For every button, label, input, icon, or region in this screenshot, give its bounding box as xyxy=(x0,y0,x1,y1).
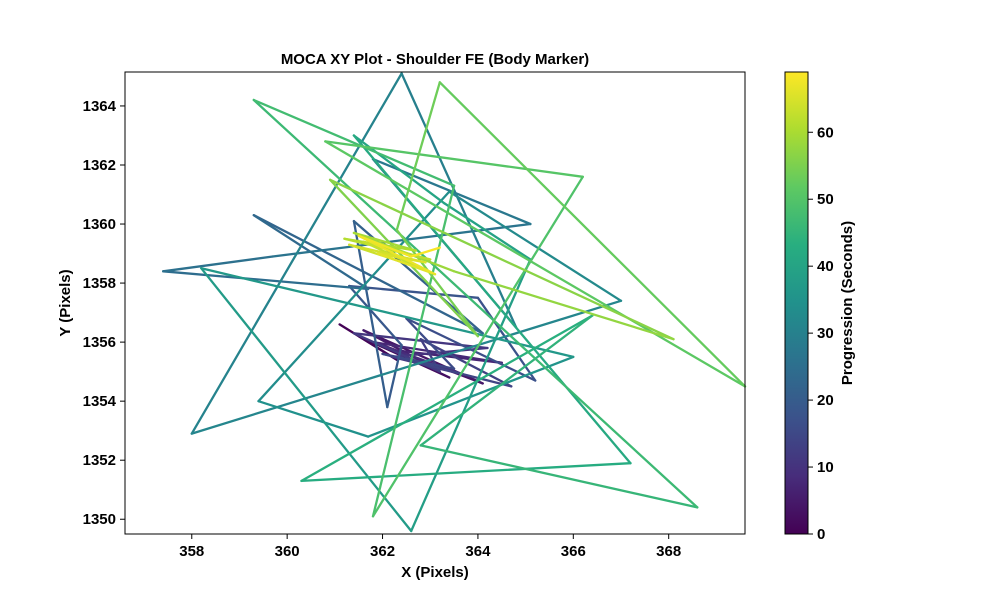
colorbar-tick-label: 50 xyxy=(817,191,834,208)
y-tick-label: 1352 xyxy=(83,452,116,469)
trajectory-segment xyxy=(395,228,480,338)
colorbar-label: Progression (Seconds) xyxy=(839,221,856,385)
y-tick-label: 1350 xyxy=(83,511,116,528)
plot-frame xyxy=(124,71,746,535)
colorbar-tick-label: 30 xyxy=(817,325,834,342)
trajectory-segment xyxy=(357,234,437,276)
trajectory-segment xyxy=(252,98,699,509)
trajectory-segment xyxy=(162,255,274,273)
chart-title: MOCA XY Plot - Shoulder FE (Body Marker) xyxy=(281,51,589,68)
x-tick-label: 358 xyxy=(179,543,204,560)
trajectory-segment xyxy=(381,352,456,370)
trajectory-segment xyxy=(419,444,699,509)
colorbar-tick-label: 0 xyxy=(817,526,825,543)
trajectory-segment xyxy=(386,343,403,409)
trajectory-segment xyxy=(352,231,418,252)
trajectory-segment xyxy=(357,234,413,258)
trajectory-segment xyxy=(257,190,451,403)
trajectory-segment xyxy=(410,258,532,533)
trajectory-segment xyxy=(257,400,370,438)
trajectory-segment xyxy=(405,317,537,382)
trajectory-segment xyxy=(371,184,456,518)
y-axis-label: Y (Pixels) xyxy=(57,269,74,336)
y-tick-label: 1364 xyxy=(83,98,117,115)
colorbar-tick-label: 40 xyxy=(817,258,834,275)
x-axis: 358 360 362 364 366 368 xyxy=(179,534,681,560)
x-tick-label: 366 xyxy=(561,543,586,560)
trajectory-segment xyxy=(300,462,632,483)
colorbar-frame xyxy=(784,71,809,535)
trajectory-segment xyxy=(190,72,403,435)
y-tick-label: 1356 xyxy=(83,334,116,351)
trajectory-segment xyxy=(271,222,532,258)
trajectory-segment xyxy=(352,134,446,205)
trajectory-segment xyxy=(395,81,441,232)
trajectory-segment xyxy=(376,252,437,276)
trajectory-segment xyxy=(452,270,675,341)
y-tick-label: 1362 xyxy=(83,157,116,174)
colorbar xyxy=(785,72,808,534)
trajectory-segment xyxy=(328,178,675,341)
x-tick-label: 364 xyxy=(465,543,491,560)
trajectory-segment xyxy=(252,214,484,335)
trajectory-segment xyxy=(438,81,747,388)
trajectory-segment xyxy=(200,267,413,533)
colorbar-tick-label: 20 xyxy=(817,392,834,409)
x-tick-label: 360 xyxy=(275,543,300,560)
y-tick-label: 1354 xyxy=(83,393,117,410)
trajectory-segment xyxy=(352,134,632,465)
trajectory-segment xyxy=(200,267,575,359)
y-tick-label: 1360 xyxy=(83,216,116,233)
colorbar-tick-label: 60 xyxy=(817,124,834,141)
trajectory-segment xyxy=(419,314,594,447)
y-axis: 1350 1352 1354 1356 1358 1360 1362 1364 xyxy=(83,98,125,528)
x-tick-label: 362 xyxy=(370,543,395,560)
colorbar-tick-label: 10 xyxy=(817,459,834,476)
trajectory-segment xyxy=(443,202,532,261)
trajectory-segment xyxy=(405,317,456,370)
trajectory-segment xyxy=(348,284,480,299)
trajectory-segment xyxy=(324,140,747,388)
trajectory-segment xyxy=(348,284,403,347)
trajectory-segment xyxy=(352,219,389,409)
trajectory-segment xyxy=(190,299,623,435)
trajectory-segment xyxy=(410,246,441,258)
y-tick-label: 1358 xyxy=(83,275,116,292)
x-axis-label: X (Pixels) xyxy=(401,564,469,581)
x-tick-label: 368 xyxy=(656,543,681,560)
trajectory-segment xyxy=(162,270,370,291)
trajectory-segment xyxy=(419,338,513,388)
trajectory-segment xyxy=(371,175,584,518)
trajectory-segment xyxy=(324,140,584,178)
trajectory-layer xyxy=(162,72,747,533)
colorbar-axis: 0 10 20 30 40 50 60 xyxy=(808,124,834,543)
trajectory-segment xyxy=(252,98,456,187)
trajectory-segment xyxy=(448,190,623,302)
